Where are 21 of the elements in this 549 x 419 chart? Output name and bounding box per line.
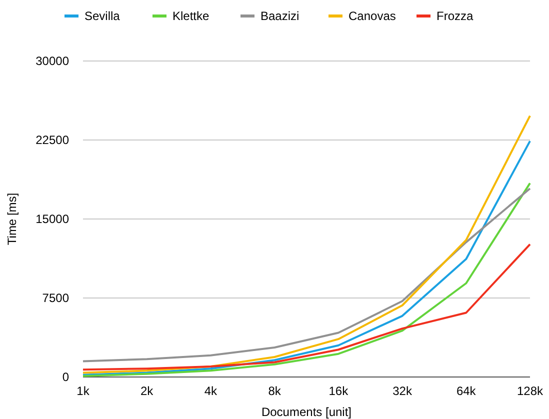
y-tick-label: 15000 [36,212,70,226]
x-tick-label: 4k [204,384,218,398]
x-tick-label: 128k [516,384,544,398]
legend-label: Klettke [172,9,210,24]
y-tick-label: 30000 [36,54,70,68]
x-tick-label: 8k [268,384,282,398]
x-tick-label: 2k [140,384,154,398]
legend-label: Sevilla [84,9,120,24]
x-tick-label: 1k [76,384,90,398]
legend-label: Canovas [348,9,396,24]
x-tick-label: 64k [456,384,477,398]
y-tick-label: 7500 [42,291,70,306]
x-axis-title: Documents [unit] [261,405,352,419]
y-axis-title: Time [ms] [5,192,19,246]
y-tick-label: 22500 [36,133,70,148]
line-series [82,243,531,371]
y-tick-label: 0 [62,370,70,384]
x-tick-label: 32k [392,384,413,398]
legend-label: Frozza [436,9,474,24]
legend-label: Baazizi [260,9,300,24]
x-tick-label: 16k [328,384,350,398]
